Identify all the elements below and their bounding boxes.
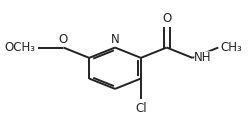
Text: N: N (111, 33, 120, 46)
Text: O: O (59, 33, 68, 46)
Text: OCH₃: OCH₃ (4, 41, 35, 54)
Text: O: O (162, 12, 171, 25)
Text: NH: NH (194, 51, 212, 64)
Text: CH₃: CH₃ (220, 41, 242, 54)
Text: Cl: Cl (135, 102, 147, 115)
